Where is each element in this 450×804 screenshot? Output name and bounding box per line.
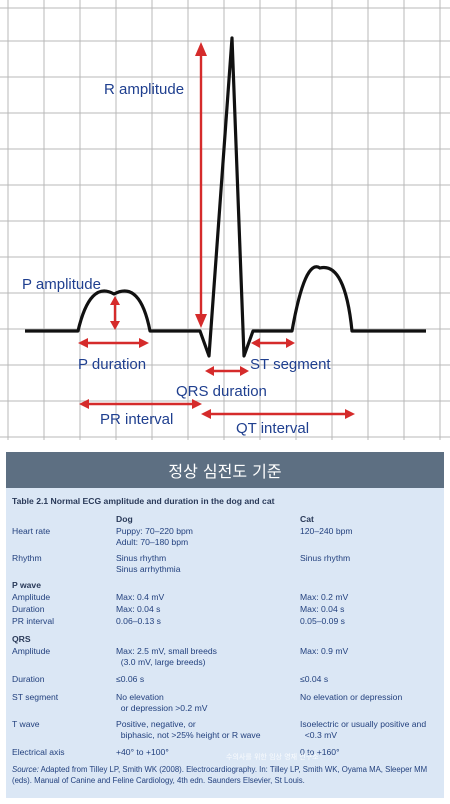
source-text: Adapted from Tilley LP, Smith WK (2008).… — [12, 765, 428, 785]
st-segment-label: ST segment — [250, 356, 331, 373]
ecg-reference-panel: 정상 심전도 기준 Table 2.1 Normal ECG amplitude… — [6, 452, 444, 798]
row-dog-value: No elevation or depression >0.2 mV — [116, 692, 208, 713]
row-cat-value: Max: 0.9 mV — [300, 646, 349, 656]
row-dog-value: +40° to +100° — [116, 747, 169, 757]
row-dog-value: 0.06–0.13 s — [116, 616, 161, 626]
qt-interval-label: QT interval — [236, 420, 309, 437]
table-caption: Table 2.1 Normal ECG amplitude and durat… — [12, 496, 275, 506]
qrs-duration-label: QRS duration — [176, 383, 267, 400]
row-label: Duration — [12, 604, 45, 614]
source-note: Source: Adapted from Tilley LP, Smith WK… — [12, 764, 440, 786]
row-cat-value: 0 to +160° — [300, 747, 340, 757]
row-label: Duration — [12, 674, 45, 684]
ecg-trace — [25, 36, 426, 358]
row-cat-value: 0.05–0.09 s — [300, 616, 345, 626]
pr-interval-label: PR interval — [100, 411, 173, 428]
row-label: Rhythm — [12, 553, 42, 563]
watermark-text: 수의사를 위한 임상 영재 연구소 — [226, 753, 319, 761]
row-cat-value: 120–240 bpm — [300, 526, 353, 536]
ecg-svg: R amplitude P amplitude P duration ST se… — [0, 0, 450, 440]
panel-heading: 정상 심전도 기준 — [6, 452, 444, 488]
row-dog-value: Max: 2.5 mV, small breeds (3.0 mV, large… — [116, 646, 217, 667]
row-dog-value: Sinus rhythm Sinus arrhythmia — [116, 553, 181, 574]
section-header-p-wave: P wave — [12, 580, 41, 590]
row-label: Heart rate — [12, 526, 51, 536]
row-cat-value: Max: 0.04 s — [300, 604, 345, 614]
row-cat-value: Sinus rhythm — [300, 553, 351, 563]
row-dog-value: Puppy: 70–220 bpm Adult: 70–180 bpm — [116, 526, 193, 547]
row-cat-value: No elevation or depression — [300, 692, 403, 702]
row-cat-value: Isoelectric or usually positive and <0.3… — [300, 719, 427, 740]
source-label: Source: — [12, 765, 39, 774]
row-label: Electrical axis — [12, 747, 65, 757]
row-dog-value: ≤0.06 s — [116, 674, 145, 684]
row-dog-value: Max: 0.04 s — [116, 604, 161, 614]
ecg-diagram: R amplitude P amplitude P duration ST se… — [0, 0, 450, 440]
r-amplitude-label: R amplitude — [104, 81, 184, 98]
row-label: T wave — [12, 719, 40, 729]
row-label: Amplitude — [12, 592, 51, 602]
row-cat-value: Max: 0.2 mV — [300, 592, 349, 602]
row-label: Amplitude — [12, 646, 51, 656]
section-header-qrs: QRS — [12, 634, 31, 644]
row-cat-value: ≤0.04 s — [300, 674, 329, 684]
row-label: PR interval — [12, 616, 55, 626]
column-header-dog: Dog — [116, 514, 133, 524]
ecg-grid — [0, 0, 450, 440]
p-duration-label: P duration — [78, 356, 146, 373]
column-header-cat: Cat — [300, 514, 314, 524]
p-amplitude-label: P amplitude — [22, 276, 101, 293]
row-label: ST segment — [12, 692, 59, 702]
row-dog-value: Positive, negative, or biphasic, not >25… — [116, 719, 261, 740]
row-dog-value: Max: 0.4 mV — [116, 592, 165, 602]
